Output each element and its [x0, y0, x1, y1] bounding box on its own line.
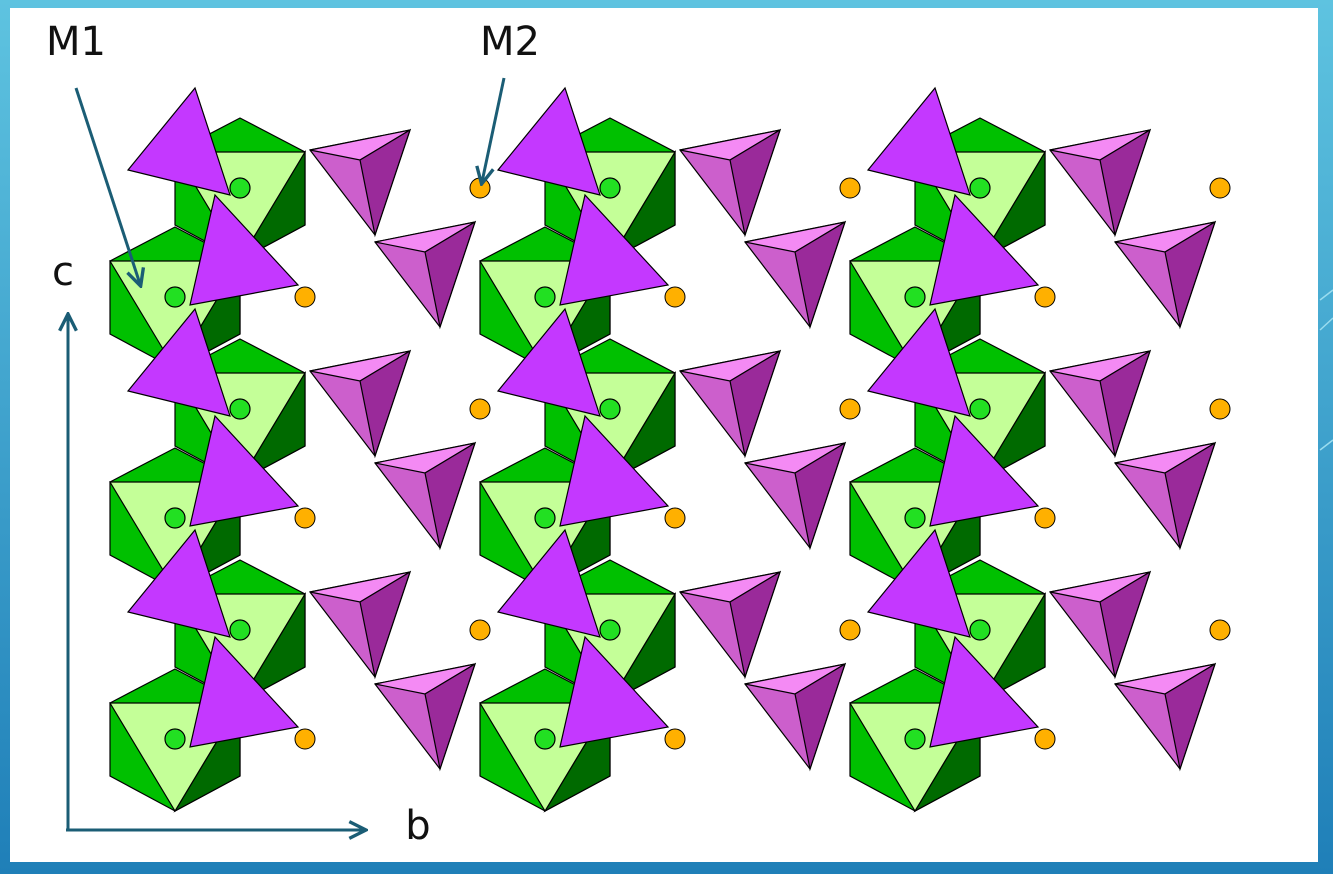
- page: M1 M2 c b (() => { const data = JSON.par…: [0, 0, 1333, 874]
- axis-b-label: b: [405, 803, 430, 849]
- m1-label: M1: [46, 19, 106, 65]
- m2-label: M2: [480, 19, 540, 65]
- slide: M1 M2 c b: [0, 0, 1333, 874]
- axis-c-label: c: [52, 249, 74, 295]
